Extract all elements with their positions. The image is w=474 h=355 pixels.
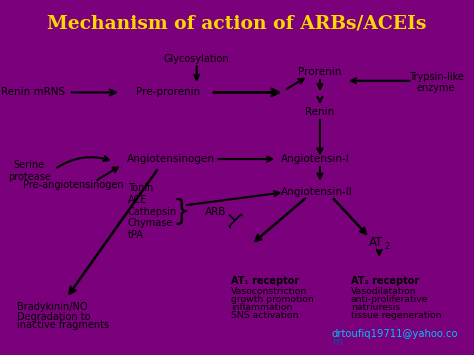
Text: AT₁ receptor: AT₁ receptor: [231, 276, 299, 286]
Text: growth promotion: growth promotion: [231, 295, 314, 304]
Text: Glycosylation: Glycosylation: [164, 54, 229, 64]
Text: Renin mRNS: Renin mRNS: [1, 87, 65, 98]
Text: ARB: ARB: [205, 207, 227, 217]
Text: AT₂ receptor: AT₂ receptor: [351, 276, 419, 286]
Text: Prorenin: Prorenin: [298, 67, 342, 77]
Text: Vasoconstriction: Vasoconstriction: [231, 286, 307, 296]
Text: SNS activation: SNS activation: [231, 311, 298, 320]
Text: Degradation to: Degradation to: [17, 312, 90, 322]
Text: AT: AT: [369, 236, 383, 250]
Text: 2: 2: [384, 242, 389, 251]
Text: anti-proliferative: anti-proliferative: [351, 295, 428, 304]
Text: Tonin
ACE
Cathepsin
Chymase
tPA: Tonin ACE Cathepsin Chymase tPA: [128, 184, 177, 240]
Text: tissue regeneration: tissue regeneration: [351, 311, 441, 320]
Text: Pre-angiotensinogen: Pre-angiotensinogen: [23, 180, 124, 190]
Text: Angiotensin-II: Angiotensin-II: [281, 187, 353, 197]
Text: Pre-prorenin: Pre-prorenin: [136, 87, 201, 98]
Text: Angiotensinogen: Angiotensinogen: [127, 154, 215, 164]
Text: drtoufiq19711@yahoo.co: drtoufiq19711@yahoo.co: [332, 329, 458, 339]
Text: Renin: Renin: [305, 108, 335, 118]
Text: Bradykinin/NO: Bradykinin/NO: [17, 302, 87, 312]
Text: m: m: [332, 337, 341, 347]
Text: Angiotensin-I: Angiotensin-I: [281, 154, 350, 164]
Text: Mechanism of action of ARBs/ACEIs: Mechanism of action of ARBs/ACEIs: [47, 15, 427, 33]
Text: inflammation: inflammation: [231, 302, 292, 312]
Text: natriuresis: natriuresis: [351, 302, 400, 312]
Text: Trypsin-like
enzyme: Trypsin-like enzyme: [409, 71, 464, 93]
Text: inactive fragments: inactive fragments: [17, 320, 109, 330]
Text: }: }: [172, 198, 190, 225]
Text: Vasodilatation: Vasodilatation: [351, 286, 416, 296]
Text: Serine
protease: Serine protease: [8, 160, 51, 181]
